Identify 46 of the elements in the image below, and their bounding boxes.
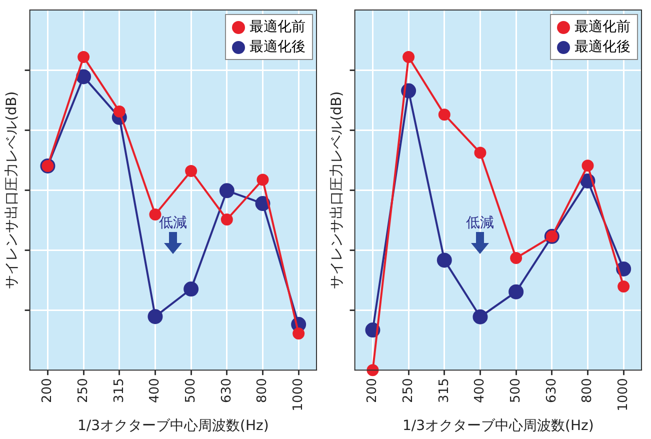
x-tick-label: 500 [183, 378, 198, 403]
point [472, 309, 488, 324]
point [510, 252, 522, 264]
point [148, 309, 163, 324]
x-tick-label: 630 [219, 378, 234, 403]
x-tick-label: 400 [148, 378, 163, 403]
point [185, 164, 198, 177]
point [76, 69, 92, 84]
x-tick-label: 1000 [616, 378, 631, 412]
y-axis-title: サイレンサ出口圧力レベル(dB) [4, 91, 20, 289]
x-tick-label: 630 [544, 378, 560, 403]
x-tick-label: 800 [580, 378, 596, 403]
point [292, 327, 305, 340]
x-tick-label: 500 [508, 378, 524, 403]
x-tick-label: 200 [40, 378, 56, 403]
x-tick-label: 200 [365, 378, 380, 403]
legend-label: 最適化前 [574, 18, 630, 37]
x-tick-label: 315 [436, 378, 452, 403]
point [618, 280, 630, 293]
legend-label: 最適化前 [250, 18, 306, 37]
point [78, 50, 90, 63]
point [436, 252, 452, 268]
point [256, 174, 269, 186]
x-tick-label: 400 [472, 378, 488, 403]
point [219, 183, 234, 198]
point [366, 364, 379, 376]
annotation: 低減 [158, 214, 188, 232]
x-axis-title: 1/3オクターブ中心周波数(Hz) [77, 418, 269, 434]
point [113, 105, 126, 118]
point [438, 108, 450, 121]
x-tick-label: 250 [400, 378, 416, 403]
x-tick-label: 250 [76, 378, 91, 403]
x-tick-label: 315 [112, 378, 127, 403]
x-tick-label: 1000 [290, 378, 306, 412]
point [184, 282, 199, 297]
point [474, 146, 486, 159]
point [220, 213, 233, 226]
legend-label: 最適化後 [574, 38, 630, 57]
x-axis-title: 1/3オクターブ中心周波数(Hz) [402, 418, 594, 434]
point [402, 50, 415, 63]
annotation: 低減 [465, 214, 496, 232]
point [508, 284, 524, 300]
legend-label: 最適化後 [250, 38, 306, 57]
point [582, 160, 594, 172]
y-axis-title: サイレンサ出口圧力レベル(dB) [329, 91, 346, 289]
x-tick-label: 800 [255, 378, 270, 403]
